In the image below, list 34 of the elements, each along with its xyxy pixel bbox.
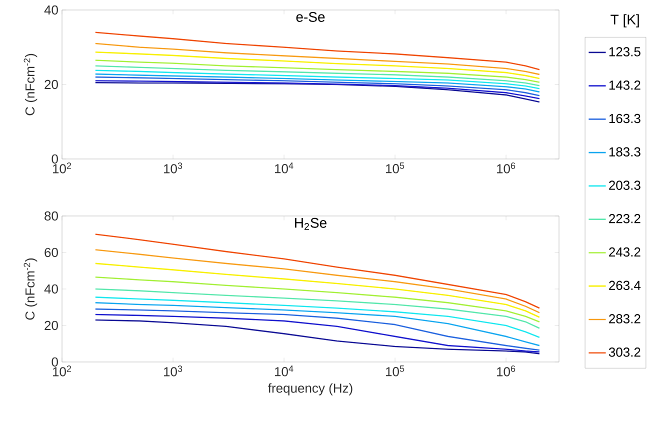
y-tick-label: 40 bbox=[44, 284, 58, 294]
y-tick-label: 0 bbox=[52, 154, 58, 164]
x-tick-label: 10$^{4}$ bbox=[275, 366, 294, 376]
x-axis-title: frequency (Hz) bbox=[268, 383, 352, 396]
legend-label: 123.5 bbox=[609, 47, 640, 56]
y-tick-label: 80 bbox=[44, 211, 58, 221]
legend-label: 263.4 bbox=[609, 280, 641, 290]
y-tick-label: 40 bbox=[44, 5, 58, 15]
legend-label: 223.2 bbox=[609, 214, 640, 224]
x-tick-label: 10$^{5}$ bbox=[386, 366, 404, 376]
chart-title: H$_{2}$Se bbox=[295, 218, 326, 230]
x-tick-label: 10$^{2}$ bbox=[52, 366, 72, 376]
y-tick-label: 20 bbox=[44, 80, 58, 90]
x-tick-label: 10$^{5}$ bbox=[386, 162, 404, 174]
x-tick-label: 10$^{3}$ bbox=[164, 162, 182, 174]
legend-label: 183.3 bbox=[609, 147, 640, 156]
legend-label: 203.3 bbox=[609, 180, 640, 190]
legend-title: T [K] bbox=[610, 14, 639, 28]
x-tick-label: 10$^{6}$ bbox=[497, 162, 516, 174]
y-tick-label: 60 bbox=[44, 248, 58, 258]
x-tick-label: 10$^{6}$ bbox=[497, 366, 516, 376]
y-tick-label: 0 bbox=[52, 357, 58, 367]
chart-title: e-Se bbox=[296, 12, 325, 22]
legend-label: 243.2 bbox=[609, 247, 640, 257]
y-axis-title: C (nFcm$^{-2}$) bbox=[24, 54, 38, 116]
x-tick-label: 10$^{3}$ bbox=[164, 366, 182, 376]
legend-label: 163.3 bbox=[609, 114, 640, 124]
y-tick-label: 20 bbox=[44, 320, 58, 330]
x-tick-label: 10$^{2}$ bbox=[52, 162, 72, 174]
legend-label: 143.2 bbox=[609, 80, 640, 90]
x-tick-label: 10$^{4}$ bbox=[275, 162, 294, 174]
y-axis-title: C (nFcm$^{-2}$) bbox=[24, 258, 38, 320]
legend-label: 283.2 bbox=[609, 314, 640, 324]
legend-label: 303.2 bbox=[608, 348, 640, 357]
